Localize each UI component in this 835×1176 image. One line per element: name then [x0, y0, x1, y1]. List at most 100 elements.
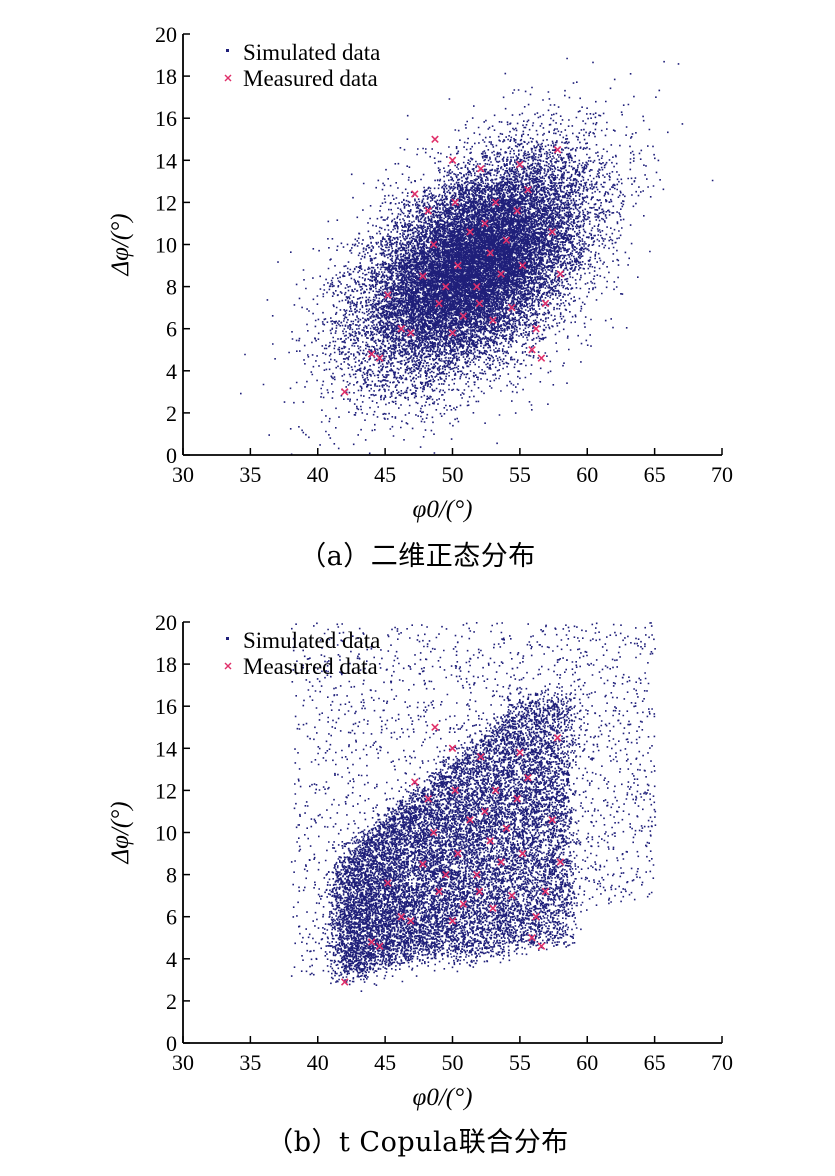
panel-b: 30 35 40 45 50 55 60 65 70 0 2 4 6 8 10 12 14 16 18 20 φ0/(°… [0, 588, 835, 1176]
measured-point [448, 744, 457, 753]
scatter-plot-a: 30 35 40 45 50 55 60 65 70 0 2 4 6 8 10 12 14 16 18 20 φ0/(°… [107, 22, 733, 523]
y-tick-label: 0 [166, 1031, 177, 1056]
measured-point [451, 786, 459, 795]
measured-point [537, 942, 546, 950]
measured-point [466, 228, 474, 236]
measured-point [384, 879, 392, 887]
measured-point [486, 249, 494, 257]
x-tick-label: 55 [509, 462, 531, 487]
measured-point [524, 774, 532, 782]
measured-point [481, 807, 489, 816]
legend-measured-marker [224, 74, 232, 82]
measured-point [489, 904, 497, 913]
measured-point [424, 795, 433, 803]
measured-point [516, 748, 524, 757]
y-tick-label: 20 [155, 610, 177, 635]
x-axis-label: φ0/(°) [413, 496, 473, 523]
measured-point [466, 816, 474, 824]
x-tick-label: 60 [576, 1050, 598, 1075]
measured-point [508, 303, 516, 312]
measured-point [424, 207, 433, 215]
measured-point [431, 723, 439, 732]
measured-point [472, 870, 481, 879]
measured-point [375, 354, 384, 362]
measured-point [472, 282, 481, 291]
measured-point [477, 752, 485, 761]
legend-measured-marker [224, 662, 232, 670]
measured-point [548, 816, 556, 824]
measured-point [435, 887, 443, 896]
y-tick-label: 2 [166, 989, 177, 1014]
y-tick-label: 12 [155, 778, 177, 803]
legend-measured-label: Measured data [243, 66, 378, 91]
legend-simulated-label: Simulated data [243, 628, 380, 653]
measured-point [528, 345, 536, 354]
measured-point [528, 933, 536, 942]
simulated-points-a [240, 57, 714, 456]
x-axis-label: φ0/(°) [413, 1084, 473, 1111]
measured-point [448, 156, 457, 165]
y-tick-label: 16 [155, 106, 177, 131]
measured-point [502, 236, 511, 245]
y-tick-label: 16 [155, 694, 177, 719]
measured-point [375, 942, 384, 950]
x-tick-label: 50 [442, 1050, 464, 1075]
measured-point [454, 849, 462, 858]
measured-point [497, 270, 505, 278]
y-tick-label: 12 [155, 190, 177, 215]
measured-point [411, 190, 419, 198]
y-tick-label: 0 [166, 443, 177, 468]
y-tick-label: 10 [155, 233, 177, 258]
y-tick-label: 2 [166, 401, 177, 426]
x-tick-label: 50 [442, 462, 464, 487]
measured-point [475, 299, 484, 308]
measured-point [429, 828, 438, 837]
measured-point [518, 261, 527, 270]
y-tick-label: 4 [166, 947, 177, 972]
y-tick-label: 14 [155, 736, 177, 761]
measured-point [513, 207, 521, 215]
measured-point [553, 146, 562, 154]
measured-point [451, 198, 459, 207]
measured-point [340, 388, 349, 396]
x-tick-label: 45 [374, 1050, 396, 1075]
y-tick-label: 18 [155, 652, 177, 677]
y-tick-label: 18 [155, 64, 177, 89]
measured-point [537, 354, 546, 362]
measured-point [486, 837, 494, 845]
measured-point [454, 261, 462, 270]
measured-point [502, 824, 511, 833]
measured-point [524, 186, 532, 194]
y-tick-label: 6 [166, 905, 177, 930]
y-tick-label: 4 [166, 359, 177, 384]
measured-point [516, 160, 524, 169]
measured-point [441, 282, 450, 291]
legend-simulated-label: Simulated data [243, 40, 380, 65]
x-tick-label: 35 [239, 462, 261, 487]
measured-point [541, 887, 550, 896]
scatter-plot-b: 30 35 40 45 50 55 60 65 70 0 2 4 6 8 10 12 14 16 18 20 φ0/(°… [107, 610, 733, 1111]
measured-point [475, 887, 484, 896]
x-tick-label: 30 [172, 462, 194, 487]
measured-point [406, 329, 415, 337]
legend-simulated-marker [226, 637, 229, 640]
legend-measured-label: Measured data [243, 654, 378, 679]
measured-point [459, 900, 468, 908]
measured-point [406, 917, 415, 925]
measured-point [397, 324, 406, 333]
legend-simulated-marker [226, 49, 229, 52]
y-tick-label: 8 [166, 863, 177, 888]
measured-point [419, 272, 427, 280]
measured-point [532, 324, 540, 333]
measured-point [397, 912, 406, 921]
x-tick-label: 45 [374, 462, 396, 487]
x-tick-label: 40 [307, 462, 329, 487]
measured-point [556, 858, 565, 866]
y-tick-label: 10 [155, 821, 177, 846]
measured-point [491, 198, 500, 207]
caption-a: （a）二维正态分布 [299, 541, 536, 572]
measured-point [384, 291, 392, 299]
measured-point [411, 778, 419, 786]
measured-point [532, 912, 540, 921]
measured-point [513, 795, 521, 803]
